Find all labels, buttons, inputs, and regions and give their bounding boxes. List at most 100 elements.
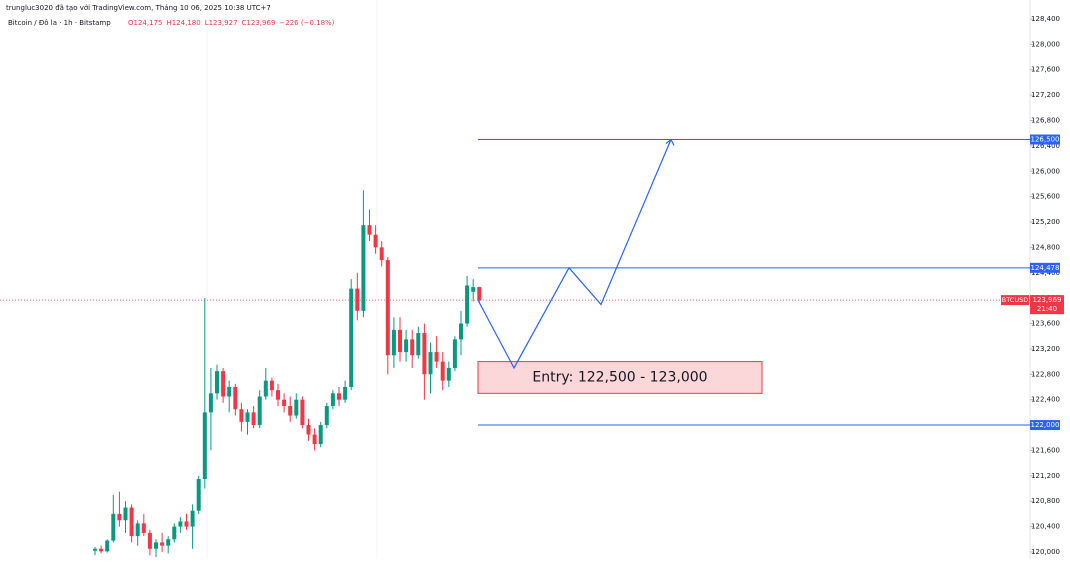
candle-body	[385, 260, 390, 356]
level-tag-text: 124,478	[1031, 264, 1060, 272]
y-tick-label: 122,800	[1031, 370, 1060, 378]
y-tick-label: 126,400	[1031, 142, 1060, 150]
candle-body	[257, 396, 262, 426]
candle-body	[263, 380, 268, 397]
level-tag-text: 126,500	[1031, 136, 1060, 144]
y-tick-label: 128,000	[1031, 40, 1060, 48]
candle-body	[398, 329, 402, 353]
candle-body	[208, 393, 213, 413]
y-tick-label: 122,400	[1031, 396, 1060, 404]
candle-body	[251, 412, 256, 426]
y-tick-label: 125,600	[1031, 193, 1060, 201]
candle-body	[129, 507, 134, 537]
candle-body	[312, 434, 317, 445]
symbol-label: Bitcoin / Đô la · 1h · Bitstamp	[8, 19, 111, 27]
candle-body	[452, 339, 457, 368]
candle-body	[202, 412, 207, 479]
candle-body	[440, 361, 445, 381]
candle-body	[147, 532, 152, 549]
ohlc-value: O124,175	[128, 19, 162, 27]
y-tick-label: 126,800	[1031, 116, 1060, 124]
candle-body	[416, 333, 421, 356]
candle-body	[135, 523, 140, 537]
candle-body	[379, 247, 384, 261]
candle-body	[410, 339, 415, 356]
entry-zone	[477, 361, 763, 394]
y-tick-label: 123,200	[1031, 345, 1060, 353]
y-tick-label: 124,800	[1031, 243, 1060, 251]
candle-body	[330, 393, 335, 407]
candle-body	[276, 390, 280, 400]
level-tag-text: 122,000	[1031, 421, 1060, 429]
candle-body	[373, 234, 378, 248]
y-tick-label: 120,000	[1031, 548, 1060, 556]
candle-body	[477, 287, 482, 301]
candle-body	[361, 225, 366, 311]
candle-body	[391, 329, 396, 356]
candle-body	[349, 288, 354, 387]
candle-body	[111, 513, 116, 541]
candle-body	[233, 386, 238, 410]
candle-body	[239, 409, 244, 422]
candle-body	[446, 367, 451, 381]
candle-body	[337, 393, 341, 400]
candle-body	[227, 386, 232, 397]
candle-body	[93, 548, 97, 551]
candle-body	[422, 333, 427, 375]
ohlc-value: L123,927	[205, 19, 238, 27]
y-tick-label: 127,200	[1031, 91, 1060, 99]
candle-body	[245, 412, 250, 422]
candle-body	[117, 513, 122, 521]
candle-body	[154, 542, 158, 549]
candle-body	[160, 542, 165, 546]
ohlc-value: C123,969	[242, 19, 276, 27]
y-tick-label: 125,200	[1031, 218, 1060, 226]
candle-body	[306, 425, 311, 435]
candle-body	[123, 507, 128, 521]
candle-body	[434, 352, 439, 362]
candle-body	[282, 399, 287, 407]
candle-body	[172, 526, 177, 540]
candle-body	[141, 523, 146, 533]
candle-body	[215, 371, 219, 394]
projection-path	[477, 139, 672, 370]
candle-body	[300, 399, 305, 426]
y-tick-label: 126,000	[1031, 167, 1060, 175]
y-tick-label: 120,800	[1031, 497, 1060, 505]
candle-body	[459, 323, 463, 340]
level-tag	[1030, 420, 1060, 431]
candle-body	[190, 510, 195, 527]
candle-body	[294, 399, 299, 416]
symbol-tag	[1001, 295, 1029, 306]
candle-body	[471, 287, 476, 292]
candle-body	[367, 225, 372, 235]
candle-body	[404, 339, 409, 353]
candle-body	[318, 425, 323, 445]
y-tick-label: 121,600	[1031, 446, 1060, 454]
ohlc-value: −226 (−0.18%)	[279, 19, 334, 27]
level-tag	[1030, 134, 1060, 145]
y-tick-label: 127,600	[1031, 66, 1060, 74]
chart-title: trungluc3020 đã tạo với TradingView.com,…	[6, 4, 271, 12]
y-tick-label: 123,600	[1031, 320, 1060, 328]
entry-label: Entry: 122,500 - 123,000	[532, 369, 707, 385]
y-tick-label: 128,400	[1031, 15, 1060, 23]
symbol-tag-text: BTCUSD	[1002, 296, 1028, 304]
y-tick-label: 121,200	[1031, 472, 1060, 480]
candle-body	[196, 478, 201, 511]
candle-body	[184, 521, 189, 527]
candle-body	[269, 380, 274, 391]
price-tag	[1030, 295, 1064, 315]
candle-body	[428, 352, 433, 375]
candle-body	[288, 406, 293, 416]
candle-body	[221, 371, 226, 397]
candle-body	[465, 285, 470, 324]
candle-body	[178, 521, 183, 527]
arrow-head	[665, 138, 675, 146]
candle-body	[166, 539, 171, 546]
level-tag	[1030, 262, 1060, 273]
candle-body	[99, 548, 104, 552]
ohlc-value: H124,180	[166, 19, 200, 27]
